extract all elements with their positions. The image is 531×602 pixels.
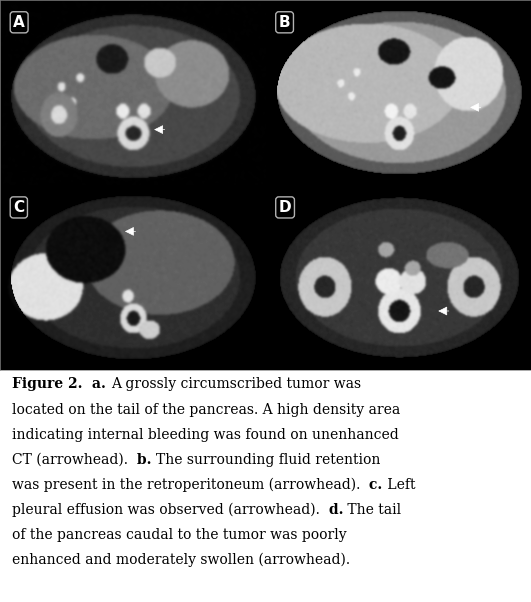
Text: D: D	[279, 200, 292, 215]
Text: b.: b.	[132, 453, 157, 467]
Text: B: B	[279, 15, 290, 30]
Text: pleural effusion was observed (arrowhead).: pleural effusion was observed (arrowhead…	[12, 503, 324, 517]
Text: was present in the retroperitoneum (arrowhead).: was present in the retroperitoneum (arro…	[12, 478, 364, 492]
Text: The tail: The tail	[344, 503, 401, 517]
Text: C: C	[13, 200, 24, 215]
Text: A grossly circumscribed tumor was: A grossly circumscribed tumor was	[111, 377, 361, 391]
Text: Figure 2.: Figure 2.	[12, 377, 87, 391]
Text: The surrounding fluid retention: The surrounding fluid retention	[157, 453, 381, 467]
Text: of the pancreas caudal to the tumor was poorly: of the pancreas caudal to the tumor was …	[12, 528, 346, 542]
Text: A: A	[13, 15, 25, 30]
Text: indicating internal bleeding was found on unenhanced: indicating internal bleeding was found o…	[12, 427, 398, 442]
Text: a.: a.	[87, 377, 111, 391]
Text: located on the tail of the pancreas. A high density area: located on the tail of the pancreas. A h…	[12, 403, 400, 417]
Text: c.: c.	[364, 478, 383, 492]
Text: d.: d.	[324, 503, 344, 517]
Text: Left: Left	[383, 478, 415, 492]
Text: CT (arrowhead).: CT (arrowhead).	[12, 453, 132, 467]
Text: enhanced and moderately swollen (arrowhead).: enhanced and moderately swollen (arrowhe…	[12, 553, 350, 568]
